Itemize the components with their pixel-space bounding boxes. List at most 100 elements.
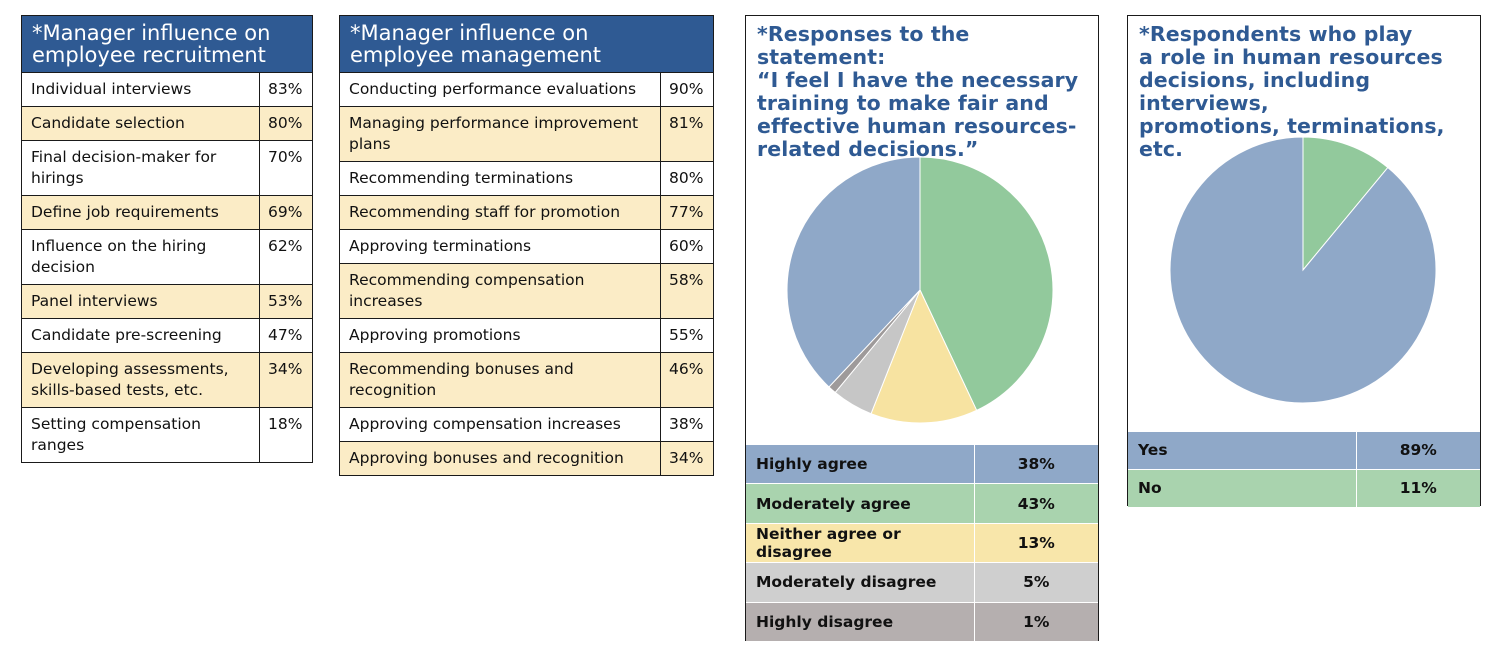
legend-label: Moderately disagree — [746, 562, 974, 603]
legend-row: Highly disagree 1% — [746, 601, 1098, 642]
recruitment-row-label: Define job requirements — [22, 195, 260, 230]
pie-slice-moderately-agree — [919, 156, 1054, 412]
training-responses-legend: Highly agree 38% Moderately agree 43% Neithe… — [746, 443, 1098, 642]
chart-title-line: promotions, terminations, etc. — [1139, 114, 1445, 161]
recruitment-row-value: 80% — [259, 106, 312, 141]
management-row: Approving promotions 55% — [340, 318, 713, 353]
recruitment-table-title: *Manager influence on employee recruitme… — [22, 16, 312, 73]
management-row: Approving bonuses and recognition 34% — [340, 441, 713, 475]
recruitment-row-value: 47% — [259, 318, 312, 353]
pie-slice-yes — [1169, 136, 1437, 404]
chart-title-line: *Respondents who play — [1139, 22, 1413, 46]
recruitment-row-value: 83% — [259, 73, 312, 107]
management-row-label: Recommending terminations — [340, 161, 661, 196]
legend-row: Moderately disagree 5% — [746, 562, 1098, 603]
hr-role-legend: Yes 89% No 11% — [1128, 431, 1480, 507]
management-title-line2: employee management — [350, 43, 602, 67]
management-row: Approving terminations 60% — [340, 229, 713, 264]
legend-row: Yes 89% — [1128, 431, 1480, 469]
recruitment-row-label: Individual interviews — [31, 80, 192, 98]
recruitment-row-value: 69% — [259, 195, 312, 230]
management-row: Recommending staff for promotion 77% — [340, 195, 713, 230]
recruitment-row-label: Final decision-maker for hirings — [22, 140, 260, 196]
recruitment-table-panel: *Manager influence on employee recruitme… — [21, 15, 313, 463]
management-row-label: Recommending bonuses and recognition — [340, 352, 661, 408]
management-title-line1: *Manager influence on — [350, 21, 589, 45]
management-row-label: Approving promotions — [340, 318, 661, 353]
training-responses-pie — [786, 156, 1054, 424]
management-row: Approving compensation increases 38% — [340, 407, 713, 442]
management-table-panel: *Manager influence on employee managemen… — [339, 15, 714, 476]
recruitment-row-label: Developing assessments, skills-based tes… — [22, 352, 260, 408]
legend-label: Yes — [1128, 431, 1356, 469]
legend-row: No 11% — [1128, 468, 1480, 507]
legend-label: Neither agree or disagree — [746, 522, 974, 563]
pie-slice-highly-agree — [786, 156, 921, 388]
recruitment-title-line1: *Manager influence on — [32, 21, 271, 45]
chart-title-line: *Responses to the statement: — [757, 22, 970, 69]
management-row-value: 80% — [660, 161, 713, 196]
training-responses-chart-panel: *Responses to the statement: “I feel I ha… — [745, 15, 1099, 642]
management-row-label: Approving terminations — [340, 229, 661, 264]
legend-label: No — [1128, 468, 1356, 507]
legend-value: 13% — [973, 522, 1098, 563]
chart-title-line: related decisions.” — [757, 137, 979, 161]
legend-value: 5% — [973, 562, 1098, 603]
management-row-value: 34% — [660, 441, 713, 475]
legend-label: Highly disagree — [746, 601, 974, 642]
management-row: Recommending bonuses and recognition 46% — [340, 352, 713, 408]
management-row-value: 90% — [660, 73, 713, 107]
management-row-value: 46% — [660, 352, 713, 408]
legend-value: 43% — [973, 483, 1098, 524]
management-row-value: 38% — [660, 407, 713, 442]
recruitment-row-label: Influence on the hiring decision — [22, 229, 260, 285]
management-row-label: Managing performance improvement plans — [340, 106, 661, 162]
management-row-value: 55% — [660, 318, 713, 353]
hr-role-pie — [1169, 136, 1437, 404]
recruitment-row: Final decision-maker for hirings 70% — [22, 140, 312, 196]
legend-row: Highly agree 38% — [746, 443, 1098, 484]
management-row-label: Recommending staff for promotion — [340, 195, 661, 230]
management-row-value: 58% — [660, 263, 713, 319]
hr-role-chart-title: *Respondents who play a role in human res… — [1128, 16, 1480, 161]
training-responses-chart-title: *Responses to the statement: “I feel I ha… — [746, 16, 1098, 161]
management-row-value: 77% — [660, 195, 713, 230]
recruitment-row-label: Candidate selection — [22, 106, 260, 141]
management-table: Conducting performance evaluations 90% Man… — [340, 73, 713, 475]
legend-value: 38% — [973, 443, 1098, 484]
legend-row: Moderately agree 43% — [746, 483, 1098, 524]
management-row-value: 81% — [660, 106, 713, 162]
recruitment-row-value: 34% — [259, 352, 312, 408]
recruitment-row-label: Setting compensation ranges — [22, 407, 260, 462]
legend-label: Moderately agree — [746, 483, 974, 524]
legend-row: Neither agree or disagree 13% — [746, 522, 1098, 563]
legend-value: 11% — [1355, 468, 1480, 507]
management-row-label: Recommending compensation increases — [340, 263, 661, 319]
recruitment-row-value: 62% — [259, 229, 312, 285]
recruitment-table: Individual interviews 83% Candidate select… — [22, 73, 312, 462]
recruitment-row: Individual interviews 83% — [22, 73, 312, 107]
recruitment-row: Influence on the hiring decision 62% — [22, 229, 312, 285]
management-row: Recommending terminations 80% — [340, 161, 713, 196]
management-row-label: Conducting performance evaluations — [349, 80, 637, 98]
chart-title-line: a role in human resources — [1139, 45, 1443, 69]
management-row-label: Approving compensation increases — [340, 407, 661, 442]
chart-title-line: training to make fair and — [757, 91, 1049, 115]
recruitment-row: Panel interviews 53% — [22, 284, 312, 319]
recruitment-row-value: 53% — [259, 284, 312, 319]
chart-title-line: effective human resources- — [757, 114, 1077, 138]
hr-role-chart-panel: *Respondents who play a role in human res… — [1127, 15, 1481, 507]
pie-slice-neither-agree-or-disagree — [870, 288, 978, 424]
recruitment-row: Candidate selection 80% — [22, 106, 312, 141]
recruitment-row: Setting compensation ranges 18% — [22, 407, 312, 462]
chart-title-line: decisions, including interviews, — [1139, 68, 1371, 115]
recruitment-row: Developing assessments, skills-based tes… — [22, 352, 312, 408]
management-row: Conducting performance evaluations 90% — [340, 73, 713, 107]
management-row: Recommending compensation increases 58% — [340, 263, 713, 319]
chart-title-line: “I feel I have the necessary — [757, 68, 1079, 92]
recruitment-row: Define job requirements 69% — [22, 195, 312, 230]
legend-value: 89% — [1355, 431, 1480, 469]
recruitment-row-label: Candidate pre-screening — [22, 318, 260, 353]
recruitment-row: Candidate pre-screening 47% — [22, 318, 312, 353]
management-row: Managing performance improvement plans 81… — [340, 106, 713, 162]
